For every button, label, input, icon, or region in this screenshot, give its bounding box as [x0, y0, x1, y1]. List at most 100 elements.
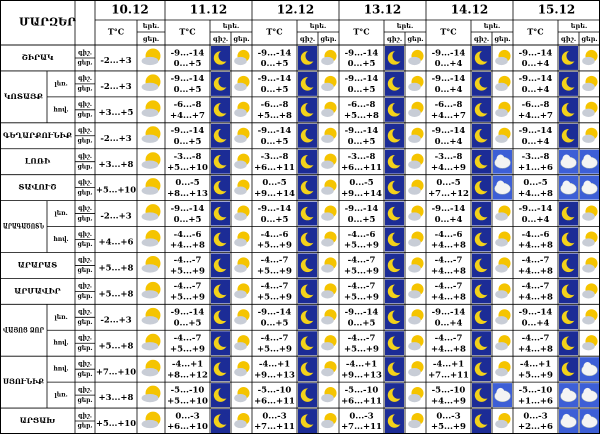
temperature-night: -4...-7	[348, 334, 376, 344]
temperature-night: -9...-14	[432, 48, 466, 58]
temperature-night: -9...-14	[432, 308, 466, 318]
temperature: +5...+10	[96, 419, 136, 429]
temperature: -2...+3	[100, 82, 131, 92]
moon-shadow	[218, 153, 230, 166]
temperature-day: +4...+9	[431, 396, 466, 406]
cloud	[234, 368, 247, 377]
region-name: ԱՐԱԳԱԾՈՏՆ	[3, 222, 44, 231]
temperature-night: -9...-14	[258, 48, 292, 58]
temperature-day: +4...+9	[431, 163, 466, 173]
night-label: գիշ.	[78, 257, 92, 264]
day-label: ցեր.	[77, 163, 92, 170]
temperature-day: +5...+9	[257, 344, 292, 354]
cloud	[496, 154, 505, 165]
day-label: ցեր.	[407, 35, 423, 43]
temperature-day: +5...+9	[257, 267, 292, 277]
night-label: գիշ.	[561, 35, 576, 43]
moon-shadow	[218, 335, 230, 347]
temperature: +3...+8	[99, 160, 134, 170]
moon-shadow	[305, 102, 317, 114]
temperature-day: 0...+4	[435, 319, 463, 329]
temperature: +3...+5	[99, 108, 134, 118]
temperature-day: 0...+5	[174, 215, 202, 225]
cloud	[141, 108, 159, 117]
temperature: +3...+8	[99, 393, 134, 403]
forecast-label: երե.	[397, 22, 413, 30]
night-label: գիշ.	[78, 335, 92, 342]
temperature-day: +5...+8	[257, 111, 292, 121]
temperature-day: +1...+6	[518, 396, 553, 406]
temperature-day: +9...+13	[341, 370, 382, 380]
moon-shadow	[479, 128, 491, 140]
night-label: գիշ.	[78, 101, 92, 108]
cloud	[408, 186, 421, 195]
night-label: գիշ.	[78, 283, 92, 290]
temperature-night: -4...-7	[261, 256, 289, 266]
temperature-night: -3...-8	[261, 152, 289, 162]
cloud	[495, 264, 508, 273]
temperature-night: -9...-14	[345, 204, 379, 214]
cloud	[562, 387, 571, 399]
temperature-night: -3...-8	[435, 152, 463, 162]
temperature-night: -4...-7	[522, 256, 550, 266]
temp-label: T°C	[266, 27, 282, 37]
temperature-night: -9...-14	[345, 308, 379, 318]
moon-shadow	[305, 179, 317, 192]
temperature-night: -4...-7	[174, 256, 202, 266]
cloud	[408, 160, 421, 169]
cloud	[582, 342, 595, 351]
moon-shadow	[566, 76, 578, 88]
moon-shadow	[218, 309, 230, 321]
temperature-day: +5...+9	[170, 293, 205, 303]
temperature-day: +5...+9	[257, 293, 292, 303]
cloud	[408, 238, 421, 247]
cloud	[234, 419, 247, 429]
cloud	[408, 342, 421, 351]
moon-shadow	[479, 387, 491, 399]
date: 15.12	[538, 3, 576, 17]
moon-shadow	[305, 153, 317, 166]
moon-shadow	[392, 179, 404, 192]
temperature-day: 0...+5	[261, 319, 289, 329]
temperature-day: +5...+9	[518, 370, 553, 380]
moon-shadow	[566, 50, 578, 62]
zone: հով.	[53, 366, 68, 373]
zone: հով.	[53, 340, 68, 347]
moon-shadow	[305, 387, 317, 399]
temperature-day: 0...+5	[174, 137, 202, 147]
temperature-night: -6...-8	[435, 100, 463, 110]
temperature-night: -4...+1	[346, 359, 377, 369]
temperature-night: 0...-5	[262, 178, 286, 188]
zone: լեռ.	[54, 210, 67, 217]
temperature-day: 0...+4	[522, 85, 550, 95]
moon-shadow	[566, 361, 578, 373]
moon-shadow	[392, 153, 404, 166]
cloud	[408, 316, 421, 325]
temperature-night: 0...-3	[349, 411, 373, 421]
temperature: +4...+6	[99, 238, 134, 248]
day-label: ցեր.	[77, 293, 92, 300]
moon-shadow	[479, 283, 491, 296]
temp-label: T°C	[179, 27, 195, 37]
forecast-label: երե.	[571, 22, 587, 30]
day-label: ցեր.	[581, 35, 597, 43]
day-label: ցեր.	[77, 397, 92, 404]
cloud	[141, 316, 159, 325]
temperature: +5...+8	[99, 264, 134, 274]
moon-shadow	[218, 102, 230, 114]
cloud	[234, 82, 247, 92]
moon-shadow	[305, 257, 317, 270]
region-name: ԼՈՌԻ	[25, 157, 51, 166]
temperature-night: -4...+1	[520, 359, 551, 369]
cloud	[496, 180, 505, 191]
temperature-night: -4...+1	[172, 359, 203, 369]
temperature-day: +5...+9	[170, 344, 205, 354]
temperature-day: +5...+10	[167, 396, 208, 406]
cloud	[562, 413, 571, 425]
temperature-night: -4...-7	[261, 334, 289, 344]
temperature-day: +7...+11	[341, 422, 382, 432]
cloud	[408, 108, 421, 117]
temperature: +5...+8	[99, 289, 134, 299]
temperature-day: +4...+8	[431, 241, 466, 251]
